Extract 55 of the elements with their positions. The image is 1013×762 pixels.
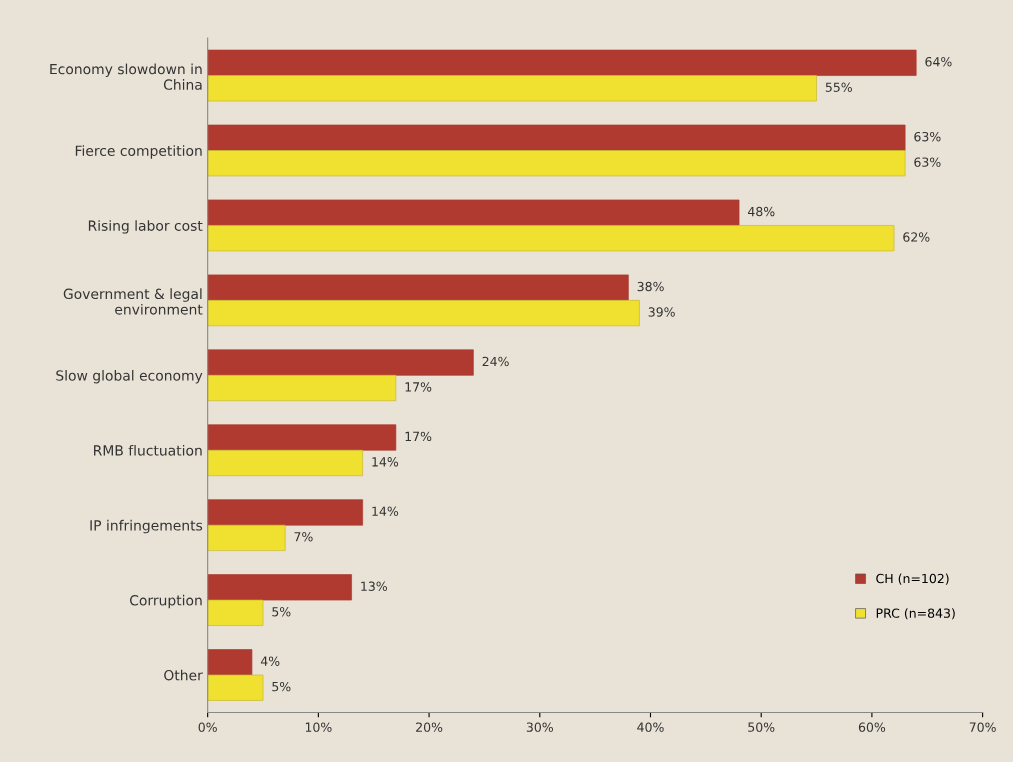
data-label: 48% bbox=[748, 206, 775, 217]
bar bbox=[207, 349, 474, 376]
data-label: 63% bbox=[914, 157, 941, 167]
data-label: 7% bbox=[294, 532, 313, 542]
data-label: 13% bbox=[361, 581, 388, 591]
bar bbox=[207, 150, 906, 177]
data-label: 39% bbox=[648, 307, 675, 317]
data-label: 5% bbox=[272, 606, 291, 617]
x-tick-label: 70% bbox=[969, 722, 996, 732]
y-tick-label: Government & legal environment bbox=[63, 288, 203, 315]
legend-label: PRC (n=843) bbox=[876, 608, 955, 620]
data-label: 14% bbox=[372, 457, 399, 467]
y-tick-label: RMB fluctuation bbox=[94, 444, 202, 456]
y-tick-label: Fierce competition bbox=[75, 145, 202, 159]
x-tick-label: 10% bbox=[305, 722, 332, 732]
data-label: 4% bbox=[260, 656, 280, 666]
bar bbox=[207, 124, 906, 151]
data-label: 5% bbox=[272, 681, 291, 692]
legend-label: CH (n=102) bbox=[876, 573, 949, 585]
y-tick-label: Other bbox=[164, 669, 203, 681]
bar bbox=[207, 225, 895, 252]
data-label: 64% bbox=[925, 57, 952, 67]
bar bbox=[207, 524, 286, 551]
data-label: 63% bbox=[914, 131, 941, 142]
bar bbox=[207, 674, 264, 701]
bar bbox=[207, 374, 397, 402]
y-tick-label: Rising labor cost bbox=[88, 220, 203, 234]
bar bbox=[207, 499, 363, 526]
data-label: 38% bbox=[637, 281, 664, 292]
y-tick-label: Slow global economy bbox=[56, 370, 203, 384]
x-tick-label: 30% bbox=[526, 722, 553, 732]
bar bbox=[207, 300, 640, 327]
bar bbox=[207, 649, 253, 676]
y-tick-label: Economy slowdown in China bbox=[50, 63, 202, 90]
data-label: 24% bbox=[482, 356, 509, 367]
x-tick-label: 0% bbox=[198, 722, 217, 732]
bar bbox=[207, 49, 917, 76]
x-tick-label: 20% bbox=[416, 722, 443, 732]
bar bbox=[207, 274, 629, 301]
data-label: 14% bbox=[372, 506, 399, 517]
x-tick-label: 60% bbox=[858, 722, 886, 732]
x-tick-label: 50% bbox=[748, 722, 775, 732]
y-tick-label: IP infringements bbox=[90, 519, 203, 534]
y-tick-label: Corruption bbox=[129, 594, 202, 609]
x-tick-label: 40% bbox=[637, 722, 664, 732]
bar bbox=[207, 75, 817, 102]
data-label: 62% bbox=[903, 232, 930, 242]
data-label: 17% bbox=[405, 431, 432, 442]
data-label: 55% bbox=[825, 82, 852, 92]
bar bbox=[207, 199, 740, 226]
bar bbox=[207, 424, 397, 451]
bar bbox=[207, 574, 352, 601]
data-label: 17% bbox=[405, 382, 432, 392]
bar bbox=[207, 599, 264, 626]
bar bbox=[207, 449, 363, 477]
